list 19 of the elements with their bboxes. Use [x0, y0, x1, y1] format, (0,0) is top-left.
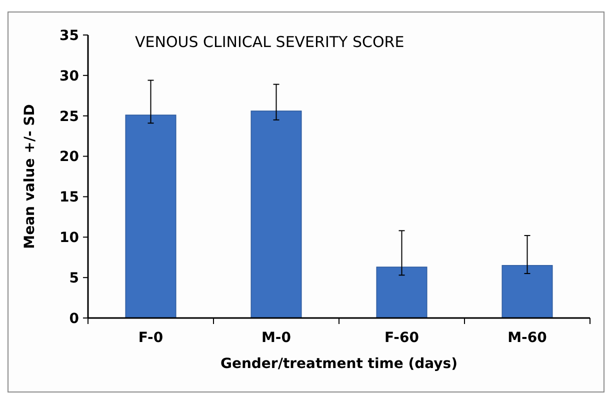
y-tick-label: 25: [60, 108, 79, 125]
x-tick-label: M-60: [508, 330, 548, 346]
x-tick-label: F-0: [138, 330, 164, 346]
bar: [250, 110, 302, 318]
bar: [125, 114, 176, 318]
x-tick-label: M-0: [262, 330, 292, 346]
x-axis-title: Gender/treatment time (days): [220, 356, 458, 372]
y-tick-label: 5: [69, 270, 79, 286]
bar: [376, 266, 428, 318]
chart-title: VENOUS CLINICAL SEVERITY SCORE: [135, 33, 404, 51]
y-tick-label: 35: [60, 28, 79, 44]
y-tick-label: 30: [60, 68, 80, 84]
y-tick-label: 10: [60, 230, 80, 246]
x-tick-label: F-60: [384, 330, 420, 346]
y-tick-label: 15: [60, 190, 79, 206]
bar: [502, 265, 553, 318]
y-tick-label: 20: [60, 149, 80, 166]
y-axis-title: Mean value +/- SD: [22, 104, 38, 249]
y-tick-label: 0: [69, 310, 80, 327]
